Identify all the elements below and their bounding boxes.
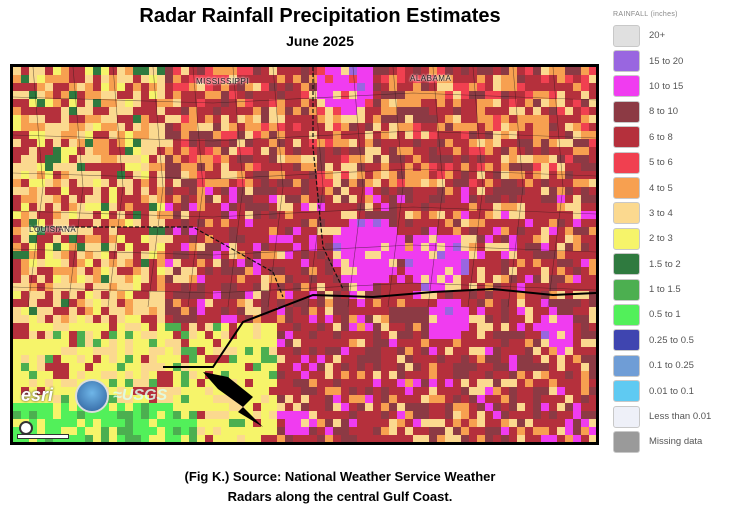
legend-swatch	[613, 354, 640, 377]
legend-label: 1 to 1.5	[649, 284, 681, 296]
legend-item: Less than 0.01	[613, 404, 733, 429]
legend-label: 4 to 5	[649, 182, 673, 194]
legend-swatch	[613, 380, 640, 403]
state-label-louisiana: LOUISIANA	[29, 225, 77, 234]
page-subtitle: June 2025	[286, 33, 354, 49]
legend-swatch	[613, 405, 640, 428]
legend-label: 0.01 to 0.1	[649, 385, 694, 397]
esri-logo: esri	[21, 385, 54, 405]
noaa-logo	[75, 379, 109, 413]
rainfall-raster	[13, 67, 596, 442]
legend-swatch	[613, 278, 640, 301]
legend-title: RAINFALL (inches)	[613, 11, 678, 18]
legend-item: 1.5 to 2	[613, 252, 733, 277]
scale-bar	[17, 434, 69, 439]
legend-item: 0.5 to 1	[613, 302, 733, 327]
legend-item: 4 to 5	[613, 175, 733, 200]
legend-swatch	[613, 177, 640, 200]
legend-item: 2 to 3	[613, 226, 733, 251]
legend-label: 8 to 10	[649, 106, 679, 118]
legend-swatch	[613, 253, 640, 276]
legend-swatch	[613, 303, 640, 326]
legend-label: 5 to 6	[649, 157, 673, 169]
legend-swatch	[613, 227, 640, 250]
legend-swatch	[613, 202, 640, 225]
legend-swatch	[613, 24, 640, 47]
legend-swatch	[613, 75, 640, 98]
rainfall-map[interactable]: MISSISSIPPI ALABAMA LOUISIANA esri ≈USGS	[10, 64, 599, 445]
legend-label: Less than 0.01	[649, 411, 712, 423]
legend-label: 1.5 to 2	[649, 258, 681, 270]
legend-item: 0.25 to 0.5	[613, 328, 733, 353]
legend-label: 20+	[649, 30, 666, 42]
legend-item: 0.01 to 0.1	[613, 378, 733, 403]
legend-label: 15 to 20	[649, 55, 684, 67]
legend-item: 8 to 10	[613, 99, 733, 124]
legend-label: 2 to 3	[649, 233, 673, 245]
state-label-mississippi: MISSISSIPPI	[196, 77, 250, 86]
rainfall-legend: RAINFALL (inches) 20+ 15 to 20 10 to 15 8 t…	[613, 11, 733, 455]
caption-line-1: (Fig K.) Source: National Weather Servic…	[184, 469, 496, 484]
legend-item: 3 to 4	[613, 201, 733, 226]
legend-label: 10 to 15	[649, 80, 684, 92]
state-label-alabama: ALABAMA	[410, 74, 452, 83]
page-title: Radar Rainfall Precipitation Estimates	[139, 5, 501, 27]
legend-label: Missing data	[649, 436, 703, 448]
legend-swatch	[613, 100, 640, 123]
legend-label: 0.25 to 0.5	[649, 334, 694, 346]
legend-swatch	[613, 151, 640, 174]
legend-item: 20+	[613, 23, 733, 48]
legend-label: 0.1 to 0.25	[649, 360, 694, 372]
compass-icon	[19, 421, 33, 435]
legend-label: 3 to 4	[649, 207, 673, 219]
legend-swatch	[613, 329, 640, 352]
usgs-logo: ≈USGS	[113, 387, 168, 404]
figure-caption: (Fig K.) Source: National Weather Servic…	[130, 467, 550, 507]
legend-item: 6 to 8	[613, 125, 733, 150]
legend-item: 5 to 6	[613, 150, 733, 175]
caption-line-2: Radars along the central Gulf Coast.	[227, 489, 453, 504]
legend-label: 6 to 8	[649, 131, 673, 143]
legend-item: Missing data	[613, 429, 733, 454]
legend-item: 1 to 1.5	[613, 277, 733, 302]
legend-item: 15 to 20	[613, 48, 733, 73]
legend-swatch	[613, 430, 640, 453]
legend-swatch	[613, 50, 640, 73]
legend-swatch	[613, 126, 640, 149]
legend-item: 10 to 15	[613, 74, 733, 99]
legend-item: 0.1 to 0.25	[613, 353, 733, 378]
legend-label: 0.5 to 1	[649, 309, 681, 321]
